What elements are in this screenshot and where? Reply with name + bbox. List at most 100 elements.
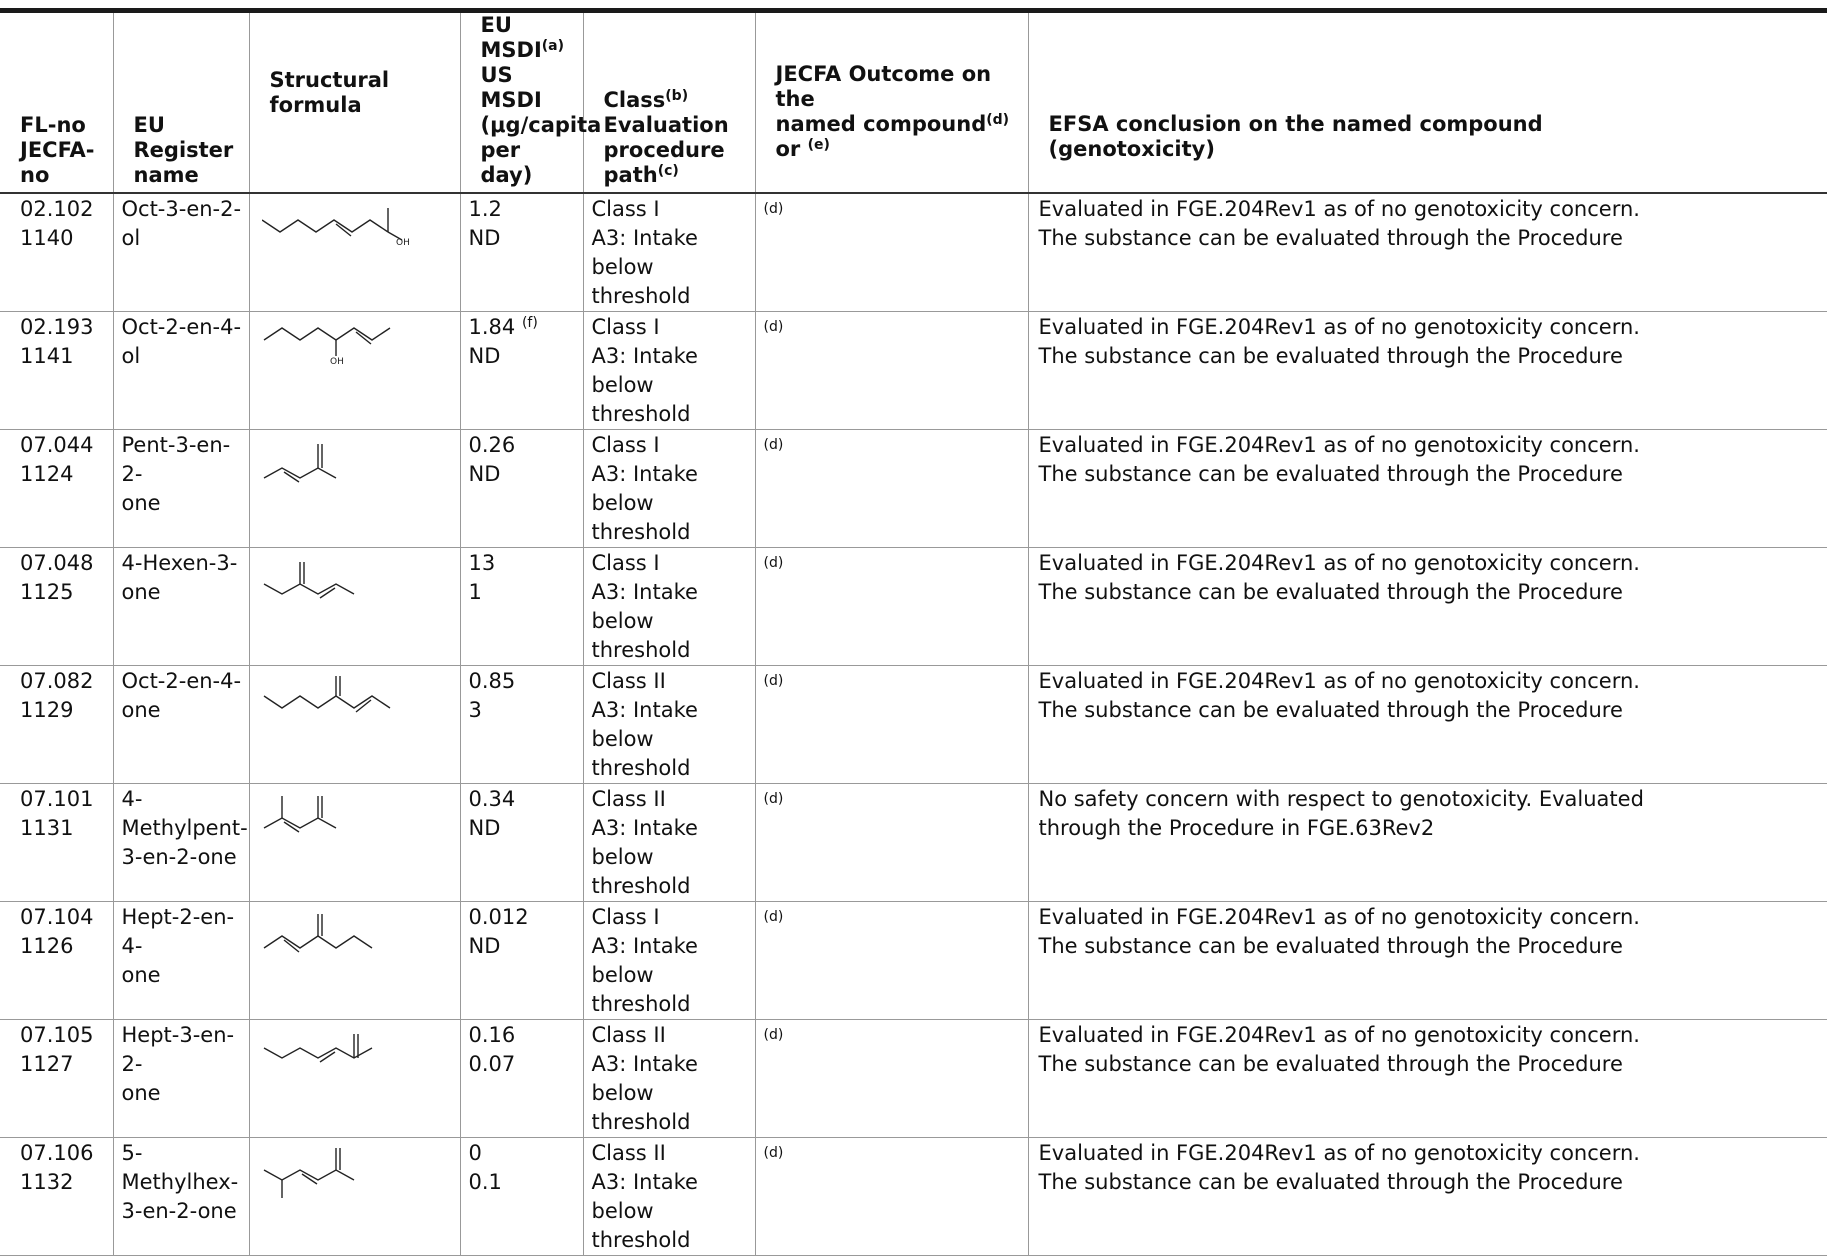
- cell-class-procedure: Class II A3: Intake below threshold: [582, 665, 755, 784]
- double-bond: [283, 821, 299, 833]
- cell-structural-formula: [248, 901, 460, 1020]
- skeletal-formula-drawing: OH: [261, 208, 410, 248]
- double-bond: [283, 471, 299, 483]
- header-msdi: EU MSDI(a) US MSDI (μg/capita per day): [459, 13, 601, 194]
- cell-register-name: Pent-3-en-2- one: [112, 429, 249, 548]
- cell-register-name: Oct-2-en-4-ol: [112, 311, 249, 430]
- cell-structural-formula: [248, 665, 460, 784]
- cell-class-procedure: Class II A3: Intake below threshold: [582, 1137, 755, 1256]
- cell-register-name: Oct-3-en-2-ol: [112, 193, 249, 312]
- cell-register-name: Hept-2-en-4- one: [112, 901, 249, 1020]
- cell-msdi: 0 0.1: [459, 1137, 583, 1256]
- cell-jecfa-outcome: (d): [754, 429, 1028, 548]
- cell-efsa-conclusion: Evaluated in FGE.204Rev1 as of no genoto…: [1027, 311, 1827, 430]
- cell-class-procedure: Class I A3: Intake below threshold: [582, 311, 755, 430]
- cell-msdi: 13 1: [459, 547, 583, 666]
- cell-structural-formula: [248, 547, 460, 666]
- cell-msdi: 0.16 0.07: [459, 1019, 583, 1138]
- cell-register-name: 5-Methylhex- 3-en-2-one: [112, 1137, 249, 1256]
- cell-efsa-conclusion: Evaluated in FGE.204Rev1 as of no genoto…: [1027, 665, 1827, 784]
- carbon-chain: [263, 327, 390, 341]
- cell-efsa-conclusion: Evaluated in FGE.204Rev1 as of no genoto…: [1027, 1019, 1827, 1138]
- cell-structural-formula: [248, 1019, 460, 1138]
- table-row: 07.082 1129 Oct-2-en-4- one 0.85 3 Class…: [0, 665, 1827, 784]
- carbon-chain: [261, 219, 388, 233]
- cell-jecfa-outcome: (d): [754, 547, 1028, 666]
- cell-jecfa-outcome: (d): [754, 193, 1028, 312]
- cell-flno: 07.082 1129: [0, 665, 113, 784]
- cell-register-name: Oct-2-en-4- one: [112, 665, 249, 784]
- cell-jecfa-outcome: (d): [754, 311, 1028, 430]
- cell-jecfa-outcome: (d): [754, 1019, 1028, 1138]
- table-row: 07.101 1131 4-Methylpent- 3-en-2-one 0.3…: [0, 783, 1827, 902]
- cell-class-procedure: Class I A3: Intake below threshold: [582, 901, 755, 1020]
- skeletal-formula-drawing: [263, 676, 390, 713]
- cell-class-procedure: Class I A3: Intake below threshold: [582, 193, 755, 312]
- carbon-chain: [263, 695, 390, 709]
- hydroxyl-label: OH: [330, 357, 344, 367]
- cell-structural-formula: [248, 429, 460, 548]
- cell-msdi: 0.26 ND: [459, 429, 583, 548]
- carbon-chain: [263, 817, 336, 829]
- skeletal-formula-drawing: [263, 914, 372, 953]
- table-row: 07.104 1126 Hept-2-en-4- one 0.012 ND Cl…: [0, 901, 1827, 1020]
- carbon-chain: [263, 1047, 372, 1059]
- hydroxyl-label: OH: [396, 238, 410, 248]
- cell-class-procedure: Class I A3: Intake below threshold: [582, 547, 755, 666]
- cell-structural-formula: [248, 1137, 460, 1256]
- cell-flno: 07.105 1127: [0, 1019, 113, 1138]
- cell-flno: 07.101 1131: [0, 783, 113, 902]
- skeletal-formula-drawing: OH: [263, 327, 390, 367]
- cell-jecfa-outcome: (d): [754, 665, 1028, 784]
- table-row: 07.044 1124 Pent-3-en-2- one 0.26 ND Cla…: [0, 429, 1827, 548]
- double-bond: [355, 331, 371, 345]
- cell-msdi: 1.2 ND: [459, 193, 583, 312]
- cell-efsa-conclusion: Evaluated in FGE.204Rev1 as of no genoto…: [1027, 547, 1827, 666]
- branch-bond: [387, 231, 402, 241]
- skeletal-formula-drawing: [263, 562, 354, 599]
- cell-structural-formula: OH: [248, 311, 460, 430]
- table-top-rule: [0, 8, 1827, 13]
- cell-flno: 07.106 1132: [0, 1137, 113, 1256]
- cell-register-name: Hept-3-en-2- one: [112, 1019, 249, 1138]
- header-register-name: EU Register name: [112, 13, 249, 194]
- cell-msdi: 1.84 (f) ND: [459, 311, 583, 430]
- cell-register-name: 4-Methylpent- 3-en-2-one: [112, 783, 249, 902]
- cell-register-name: 4-Hexen-3- one: [112, 547, 249, 666]
- cell-flno: 02.102 1140: [0, 193, 113, 312]
- table-row: 07.048 1125 4-Hexen-3- one 13 1 Class I …: [0, 547, 1827, 666]
- cell-msdi: 0.34 ND: [459, 783, 583, 902]
- skeletal-formula-drawing: [263, 1034, 372, 1063]
- skeletal-formula-drawing: [263, 444, 336, 483]
- skeletal-formula-drawing: [263, 1148, 354, 1198]
- table-row: 02.193 1141 Oct-2-en-4-ol OH 1.84 (f) ND…: [0, 311, 1827, 430]
- cell-jecfa-outcome: (d): [754, 783, 1028, 902]
- skeletal-formula-drawing: [263, 796, 336, 833]
- cell-efsa-conclusion: Evaluated in FGE.204Rev1 as of no genoto…: [1027, 901, 1827, 1020]
- cell-structural-formula: [248, 783, 460, 902]
- cell-flno: 02.193 1141: [0, 311, 113, 430]
- table-row: 02.102 1140 Oct-3-en-2-ol OH 1.2 ND Clas…: [0, 193, 1827, 312]
- double-bond: [335, 223, 351, 237]
- cell-jecfa-outcome: (d): [754, 901, 1028, 1020]
- double-bond: [283, 939, 299, 953]
- header-row: FL-no JECFA-no EU Register name Structur…: [0, 13, 1827, 194]
- double-bond: [355, 699, 371, 713]
- header-efsa-conclusion: EFSA conclusion on the named compound (g…: [1027, 13, 1827, 194]
- cell-flno: 07.104 1126: [0, 901, 113, 1020]
- cell-class-procedure: Class I A3: Intake below threshold: [582, 429, 755, 548]
- carbon-chain: [263, 935, 372, 949]
- cell-efsa-conclusion: Evaluated in FGE.204Rev1 as of no genoto…: [1027, 193, 1827, 312]
- carbon-chain: [263, 467, 336, 479]
- table-row: 07.105 1127 Hept-3-en-2- one 0.16 0.07 C…: [0, 1019, 1827, 1138]
- cell-class-procedure: Class II A3: Intake below threshold: [582, 783, 755, 902]
- flavouring-evaluation-table: FL-no JECFA-no EU Register name Structur…: [0, 13, 1827, 1256]
- header-jecfa-outcome: JECFA Outcome on the named compound(d) o…: [754, 13, 1028, 194]
- header-flno: FL-no JECFA-no: [0, 13, 113, 194]
- cell-jecfa-outcome: (d): [754, 1137, 1028, 1256]
- header-class-procedure: Class(b) Evaluation procedure path(c): [582, 13, 755, 194]
- double-bond: [319, 587, 335, 599]
- cell-flno: 07.044 1124: [0, 429, 113, 548]
- cell-msdi: 0.85 3: [459, 665, 583, 784]
- cell-efsa-conclusion: Evaluated in FGE.204Rev1 as of no genoto…: [1027, 429, 1827, 548]
